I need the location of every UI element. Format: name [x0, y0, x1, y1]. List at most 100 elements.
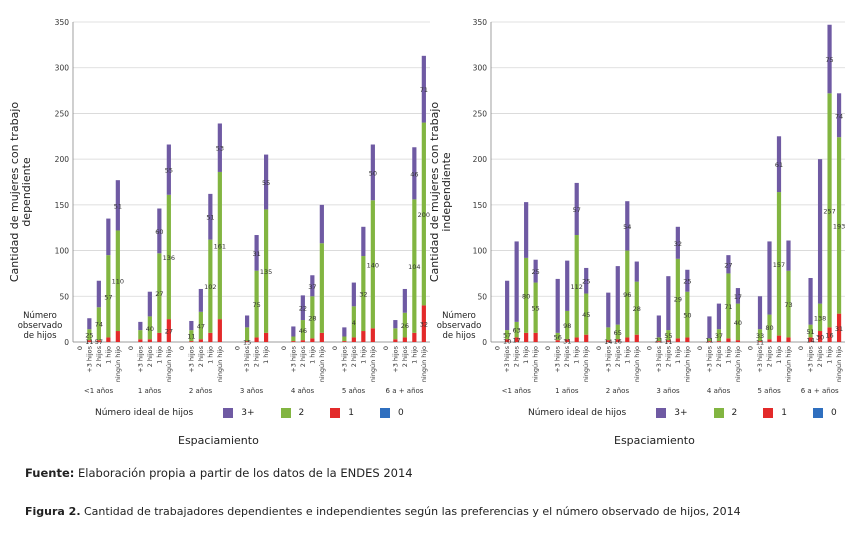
chart-dependiente-data-label: 26: [401, 322, 409, 330]
legend-label-0: 0: [398, 408, 404, 418]
legend-item-0: 0: [380, 408, 404, 418]
chart-independiente-bar-segment-2: [836, 137, 842, 314]
chart-dependiente-data-label: 46: [410, 170, 418, 178]
chart-dependiente-category-label: 1 hijo: [308, 346, 316, 364]
chart-independiente-category-label: 2 hijos: [715, 345, 723, 367]
chart-independiente-bar-segment-1: [555, 340, 560, 342]
chart-independiente-bar-segment-3plus: [514, 241, 519, 322]
chart-dependiente-data-label: 57: [95, 338, 103, 346]
chart-independiente-data-label: 50: [683, 312, 691, 320]
chart-dependiente-bar-segment-2: [412, 199, 417, 333]
chart-independiente-bar-segment-3plus: [565, 260, 570, 311]
chart-dependiente-data-label: 27: [165, 328, 173, 336]
chart-independiente-data-label: 28: [633, 305, 641, 313]
chart-independiente-bar-segment-2: [634, 281, 639, 335]
chart-dependiente-y-tick-label: 300: [55, 64, 70, 73]
chart-independiente-bar-segment-2: [827, 93, 832, 328]
chart-independiente-data-label: 29: [674, 296, 682, 304]
chart-independiente-bar-segment-3plus: [767, 241, 772, 315]
chart-independiente-bar-segment-1: [524, 332, 529, 342]
chart-dependiente-data-label: 161: [214, 243, 226, 251]
chart-independiente-y-tick-label: 350: [473, 18, 488, 27]
chart-dependiente-bar-segment-3plus: [245, 315, 250, 328]
chart-dependiente-group-label: 2 años: [189, 387, 213, 395]
caption-text: Cantidad de trabajadores dependientes e …: [84, 505, 741, 518]
chart-dependiente-bar-segment-1: [370, 328, 375, 342]
chart-dependiente-y-tick-label: 50: [59, 292, 69, 301]
figure-caption: Figura 2. Cantidad de trabajadores depen…: [25, 505, 741, 518]
chart-dependiente-data-label: 25: [85, 332, 93, 340]
legend-dependent: Número ideal de hijos 3+ 2 1 0: [95, 405, 430, 421]
chart-dependiente-bar-segment-1: [254, 337, 259, 342]
chart-dependiente-bar-segment-3plus: [189, 320, 194, 331]
chart-independiente-bar-segment-1: [757, 341, 763, 342]
chart-dependiente-bar-segment-3plus: [115, 180, 120, 231]
chart-dependiente-bar-segment-2: [254, 270, 259, 338]
chart-independiente-data-label: 63: [512, 327, 520, 335]
chart-dependiente-group-label: 5 años: [342, 387, 366, 395]
chart-independiente-category-label: 1 hijo: [826, 346, 834, 364]
chart-independiente-category-label: 2 hijos: [664, 345, 672, 367]
chart-independiente-bar-segment-3plus: [735, 288, 741, 304]
chart-dependiente-bar-segment-3plus: [217, 123, 222, 172]
chart-dependiente-bar-segment-3plus: [166, 144, 171, 195]
chart-independiente-bar-segment-3plus: [726, 255, 731, 274]
chart-independiente-category-label: 0: [645, 346, 653, 350]
chart-independiente-category-label: +3 hijos: [807, 345, 815, 372]
chart-independiente-bar-segment-1: [565, 339, 570, 342]
chart-dependiente-data-label: 11: [85, 338, 93, 346]
chart-independiente-bar-segment-3plus: [685, 269, 690, 292]
chart-dependiente-category-label: ningún hijo: [369, 346, 377, 382]
chart-dependiente-data-label: 102: [204, 283, 216, 291]
chart-dependiente-bar-segment-3plus: [138, 321, 143, 331]
chart-dependiente-bar-segment-2: [291, 336, 296, 342]
chart-dependiente-category-label: 1 hijo: [206, 346, 214, 364]
chart-independiente-category-label: 1 hijo: [775, 346, 783, 364]
chart-independiente-bar-segment-3plus: [817, 159, 823, 304]
chart-independiente-category-label: 1 hijo: [573, 346, 581, 364]
chart-independiente-y-tick-label: 150: [473, 201, 488, 210]
chart-dependiente-bar-segment-3plus: [254, 235, 259, 271]
chart-independiente-bar-segment-3plus: [666, 276, 671, 331]
chart-independiente-category-label: ningún hijo: [582, 346, 590, 382]
chart-independiente-category-label: 0: [494, 346, 502, 350]
chart-independiente-bar-segment-1: [827, 327, 832, 342]
chart-dependiente-bar-segment-2: [87, 329, 92, 341]
chart-dependiente-bar-segment-1: [342, 341, 347, 342]
chart-independiente-bar-segment-3plus: [786, 240, 791, 271]
chart-independiente-data-label: 61: [775, 161, 783, 169]
chart-independiente-category-label: +3 hijos: [705, 345, 713, 372]
chart-independiente-bar-segment-2: [666, 330, 671, 341]
chart-dependiente-bar-segment-3plus: [310, 275, 315, 297]
chart-independiente-category-label: 1 hijo: [623, 346, 631, 364]
chart-independiente-data-label: 55: [531, 305, 539, 313]
chart-dependiente-bar-segment-1: [87, 340, 92, 342]
chart-independiente-data-label: 71: [724, 303, 732, 311]
chart-dependiente-category-label: ningún hijo: [216, 346, 224, 382]
legend-swatch-2: [280, 408, 291, 418]
chart-independiente-bar-segment-1: [606, 340, 611, 342]
chart-dependiente-category-label: 0: [331, 346, 339, 350]
chart-dependiente-bar-segment-2: [198, 311, 203, 340]
legend-swatch-0: [813, 408, 823, 418]
chart-independiente-bar-segment-1: [666, 340, 671, 342]
chart-independiente-bar-segment-2: [685, 291, 690, 338]
chart-independiente-data-label: 16: [825, 332, 833, 340]
chart-independiente-data-label: 112: [570, 283, 582, 291]
chart-dependiente-category-label: 2 hijos: [197, 345, 205, 367]
chart-dependiente-bar-segment-2: [393, 328, 398, 340]
chart-independiente-bar-segment-2: [584, 293, 589, 335]
chart-independiente-category-label: 0: [595, 346, 603, 350]
chart-independiente-bar-segment-2: [716, 329, 722, 342]
chart-independiente-bar-segment-2: [808, 324, 813, 338]
legend-label-3plus: 3+: [241, 408, 255, 418]
chart-independiente-category-label: 0: [797, 346, 805, 350]
chart-dependiente-bar-segment-1: [115, 331, 120, 342]
chart-independiente-bar-segment-2: [565, 310, 570, 340]
legend-item-1: 1: [330, 408, 354, 418]
chart-dependiente-data-label: 104: [408, 263, 420, 271]
chart-independiente-bar-segment-2: [735, 303, 741, 341]
chart-independiente-group-label: 5 años: [757, 387, 781, 395]
chart-dependiente-category-label: 2 hijos: [253, 345, 261, 367]
chart-dependiente-data-label: 74: [95, 321, 103, 329]
